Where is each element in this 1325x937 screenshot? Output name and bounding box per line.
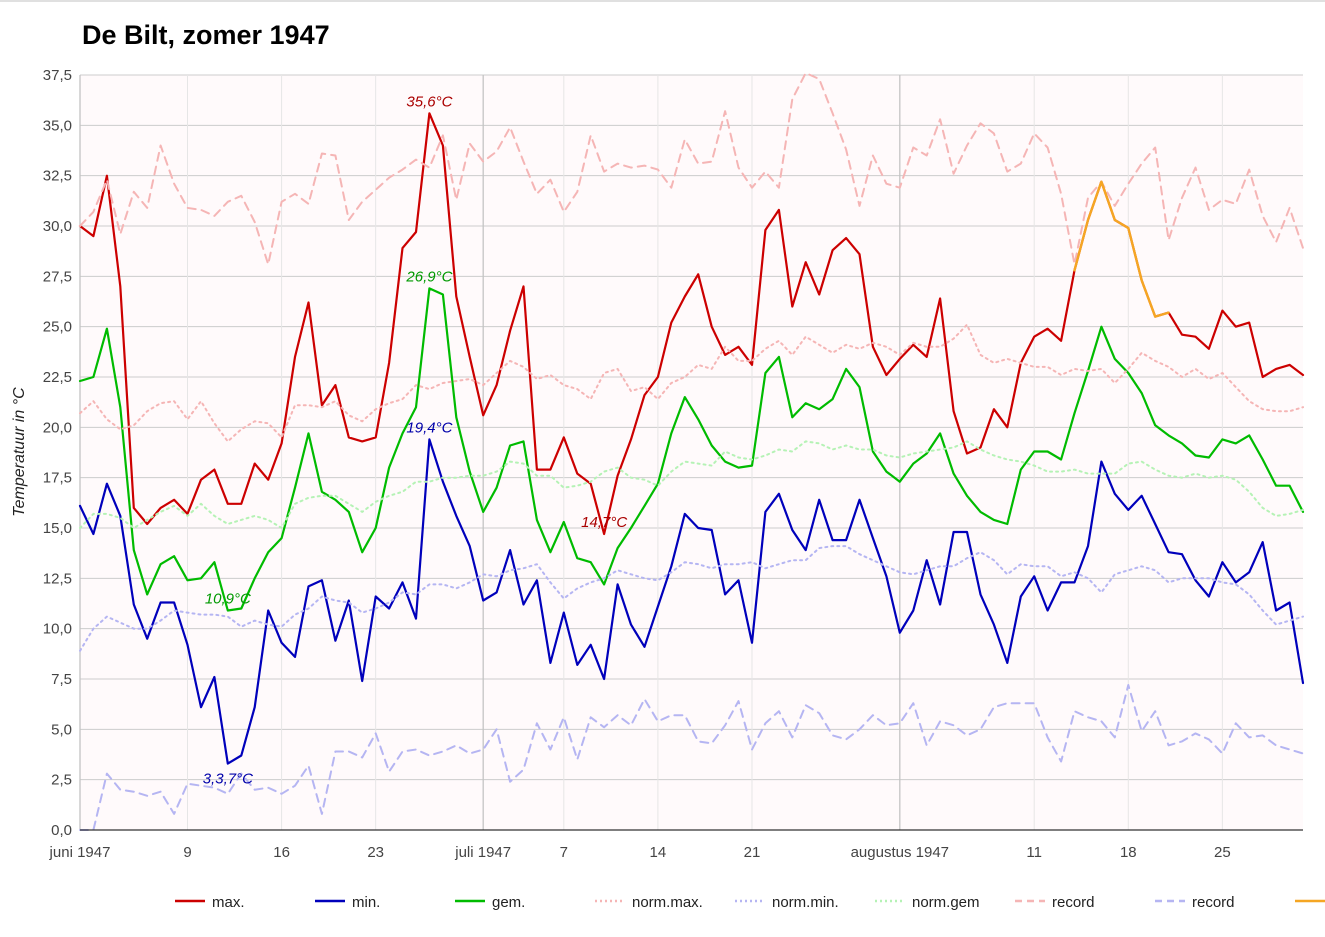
y-tick-label: 5,0 <box>51 721 72 738</box>
y-tick-label: 2,5 <box>51 772 72 789</box>
legend-label-1: min. <box>352 894 380 911</box>
legend-label-0: max. <box>212 894 245 911</box>
top-divider <box>0 0 1325 2</box>
y-tick-label: 0,0 <box>51 822 72 839</box>
legend: max. min. gem. norm.max. norm.min. norm.gem re… <box>175 894 1325 911</box>
data-label: 3,3,7°C <box>203 771 253 788</box>
series-line-1 <box>78 438 1305 765</box>
y-tick-label: 10,0 <box>43 621 72 638</box>
legend-label-4: norm.min. <box>772 894 839 911</box>
series-line-7 <box>79 684 1304 831</box>
y-tick-label: 17,5 <box>43 470 72 487</box>
x-tick-label: juni 1947 <box>49 844 111 861</box>
y-tick-label: 27,5 <box>43 268 72 285</box>
y-axis-label: Temperatuur in °C <box>11 387 28 517</box>
x-tick-label: augustus 1947 <box>851 844 949 861</box>
x-tick-label: 9 <box>183 844 191 861</box>
x-tick-label: 16 <box>273 844 290 861</box>
y-tick-label: 22,5 <box>43 369 72 386</box>
series-line-5 <box>79 440 1304 529</box>
y-tick-label: 20,0 <box>43 419 72 436</box>
data-label: 14,7°C <box>581 514 627 531</box>
y-tick-label: 12,5 <box>43 570 72 587</box>
y-tick-label: 7,5 <box>51 671 72 688</box>
data-label: 19,4°C <box>406 419 452 436</box>
x-tick-label: 23 <box>367 844 384 861</box>
data-label: 26,9°C <box>405 268 452 285</box>
y-tick-label: 15,0 <box>43 520 72 537</box>
x-tick-label: 25 <box>1214 844 1231 861</box>
data-label: 35,6°C <box>406 93 452 110</box>
x-tick-label: 11 <box>1026 844 1042 861</box>
legend-label-2: gem. <box>492 894 525 911</box>
x-tick-label: juli 1947 <box>454 844 511 861</box>
chart-title: De Bilt, zomer 1947 <box>82 20 330 50</box>
legend-label-7: record <box>1192 894 1235 911</box>
series-line-8 <box>1073 180 1170 318</box>
y-tick-label: 35,0 <box>43 117 72 134</box>
legend-label-3: norm.max. <box>632 894 703 911</box>
x-axis-ticks: juni 1947 9 16 23 juli 1947 7 14 21 augustus 194… <box>49 844 1231 861</box>
y-tick-label: 32,5 <box>43 168 72 185</box>
x-tick-label: 18 <box>1120 844 1137 861</box>
series-line-4 <box>79 545 1304 652</box>
series-line-6 <box>79 72 1304 266</box>
x-tick-label: 14 <box>650 844 667 861</box>
y-tick-label: 37,5 <box>43 67 72 84</box>
y-tick-label: 30,0 <box>43 218 72 235</box>
data-annotations: 35,6°C 26,9°C 19,4°C 14,7°C 10,9°C 3,3,7°C <box>203 93 628 787</box>
data-label: 10,9°C <box>205 591 251 608</box>
x-tick-label: 21 <box>744 844 761 861</box>
y-tick-label: 25,0 <box>43 319 72 336</box>
series-line-2 <box>78 287 1305 612</box>
legend-label-5: norm.gem <box>912 894 980 911</box>
legend-label-6: record <box>1052 894 1095 911</box>
x-tick-label: 7 <box>560 844 568 861</box>
y-axis-ticks: 0,0 2,5 5,0 7,5 10,0 12,5 15,0 17,5 20,0 22,5 25,0… <box>43 67 72 839</box>
series-line-3 <box>79 323 1304 443</box>
series-lines <box>78 72 1305 831</box>
